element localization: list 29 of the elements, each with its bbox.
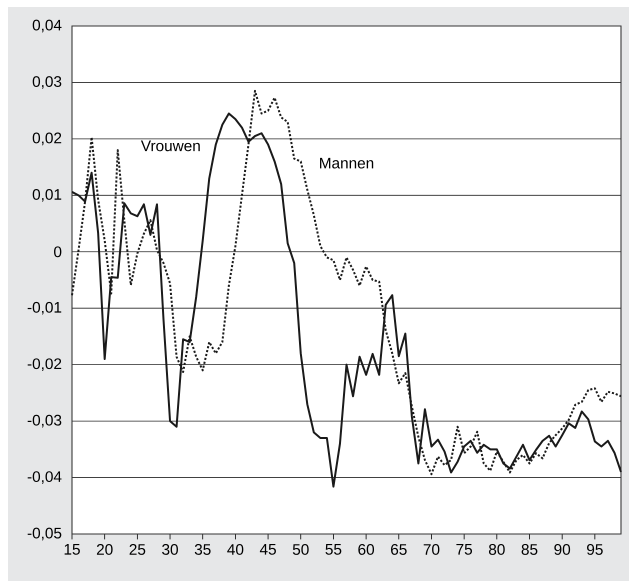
x-tick-label: 95 xyxy=(587,544,603,555)
y-tick-label: 0,04 xyxy=(32,20,62,32)
x-tick-label: 25 xyxy=(130,544,146,555)
x-tick-label: 55 xyxy=(326,544,342,555)
y-tick-label: -0,01 xyxy=(28,302,62,315)
y-tick-label: 0,03 xyxy=(32,76,62,89)
x-tick-label: 80 xyxy=(488,544,505,555)
x-tick-label: 70 xyxy=(424,544,440,555)
x-tick-label: 50 xyxy=(292,544,309,555)
x-tick-label: 75 xyxy=(456,544,472,555)
series-label: Mannen xyxy=(320,158,374,169)
x-tick-label: 40 xyxy=(227,544,244,555)
y-tick-label: -0,05 xyxy=(28,528,62,540)
x-tick-label: 60 xyxy=(358,544,374,555)
x-tick-label: 65 xyxy=(391,544,407,555)
x-tick-label: 85 xyxy=(522,544,538,555)
y-tick-label: -0,04 xyxy=(28,471,62,484)
y-tick-label: -0,03 xyxy=(28,414,62,428)
x-tick-label: 35 xyxy=(194,544,211,555)
y-tick-label: 0,02 xyxy=(32,132,62,146)
y-tick-label: 0 xyxy=(54,246,62,258)
y-tick-label: 0,01 xyxy=(32,188,62,202)
y-tick-label: -0,02 xyxy=(28,358,62,371)
x-tick-label: 20 xyxy=(96,544,113,555)
x-tick-label: 30 xyxy=(162,544,178,555)
x-tick-label: 90 xyxy=(554,544,570,555)
x-tick-label: 15 xyxy=(64,544,80,555)
x-tick-label: 45 xyxy=(260,544,276,555)
series-label: Vrouwen xyxy=(140,140,200,152)
